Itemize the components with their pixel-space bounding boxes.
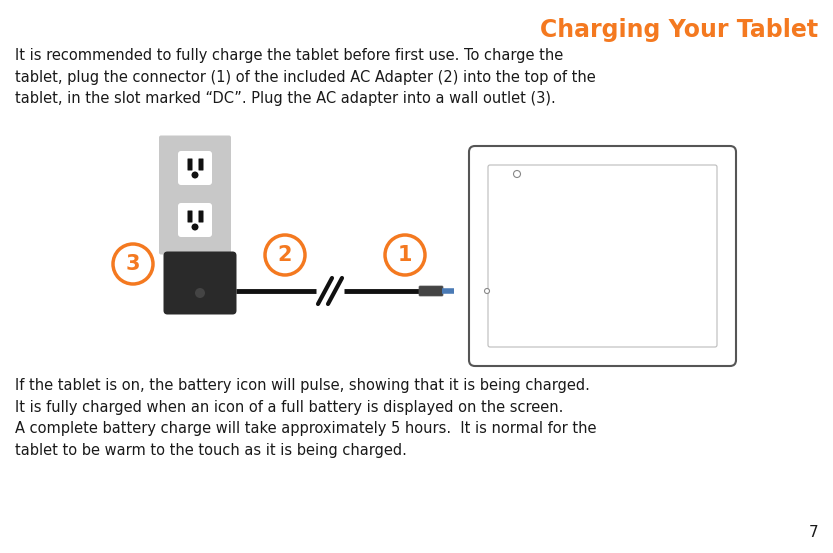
FancyBboxPatch shape [159,135,231,254]
FancyBboxPatch shape [187,159,192,170]
FancyBboxPatch shape [187,211,192,222]
Circle shape [192,223,198,231]
Text: 7: 7 [808,525,818,540]
FancyBboxPatch shape [419,286,443,296]
FancyBboxPatch shape [178,151,212,185]
Text: 2: 2 [277,245,292,265]
Circle shape [113,244,153,284]
FancyBboxPatch shape [198,211,203,222]
Text: Charging Your Tablet: Charging Your Tablet [540,18,818,42]
FancyBboxPatch shape [488,165,717,347]
Circle shape [385,235,425,275]
Circle shape [513,170,521,178]
Text: It is recommended to fully charge the tablet before first use. To charge the
tab: It is recommended to fully charge the ta… [15,48,596,106]
Circle shape [265,235,305,275]
FancyBboxPatch shape [163,252,237,315]
FancyBboxPatch shape [178,203,212,237]
Circle shape [195,288,205,298]
Circle shape [485,289,490,294]
Text: 3: 3 [126,254,140,274]
Circle shape [192,171,198,179]
FancyBboxPatch shape [198,159,203,170]
Text: 1: 1 [397,245,412,265]
FancyBboxPatch shape [469,146,736,366]
Text: If the tablet is on, the battery icon will pulse, showing that it is being charg: If the tablet is on, the battery icon wi… [15,378,596,458]
